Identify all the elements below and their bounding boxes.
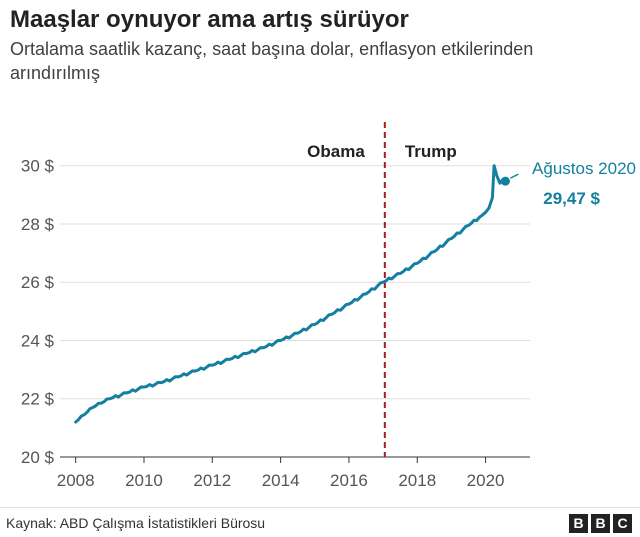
x-axis-ticks: 2008 2010 2012 2014 2016 2018 2020 bbox=[57, 457, 505, 490]
x-tick-label: 2012 bbox=[193, 471, 231, 490]
y-tick-label: 22 $ bbox=[21, 390, 55, 409]
chart-title: Maaşlar oynuyor ama artış sürüyor bbox=[10, 6, 409, 33]
logo-letter: C bbox=[613, 514, 632, 533]
annotation-point bbox=[500, 176, 510, 186]
footer-divider bbox=[0, 507, 640, 508]
y-tick-label: 26 $ bbox=[21, 273, 55, 292]
y-tick-label: 30 $ bbox=[21, 157, 55, 176]
x-tick-label: 2018 bbox=[398, 471, 436, 490]
gridlines bbox=[60, 165, 530, 458]
period-label-trump: Trump bbox=[405, 142, 457, 161]
y-tick-label: 20 $ bbox=[21, 448, 55, 467]
x-tick-label: 2016 bbox=[330, 471, 368, 490]
y-tick-label: 24 $ bbox=[21, 331, 55, 350]
logo-letter: B bbox=[569, 514, 588, 533]
annotation-value: 29,47 $ bbox=[543, 189, 600, 208]
source-note: Kaynak: ABD Çalışma İstatistikleri Büros… bbox=[6, 515, 266, 531]
x-tick-label: 2020 bbox=[467, 471, 505, 490]
x-tick-label: 2010 bbox=[125, 471, 163, 490]
annotation-label: Ağustos 2020 bbox=[532, 159, 636, 178]
series-line-hourly-earnings bbox=[74, 164, 507, 424]
chart-subtitle: Ortalama saatlik kazanç, saat başına dol… bbox=[10, 39, 534, 83]
x-tick-label: 2008 bbox=[57, 471, 95, 490]
bbc-logo: B B C bbox=[569, 514, 632, 533]
logo-letter: B bbox=[591, 514, 610, 533]
annotation-connector bbox=[510, 173, 519, 179]
period-label-obama: Obama bbox=[307, 142, 365, 161]
y-tick-label: 28 $ bbox=[21, 215, 55, 234]
x-tick-label: 2014 bbox=[262, 471, 300, 490]
line-chart: 20 $ 22 $ 24 $ 26 $ 28 $ 30 $ 2008 2010 2012 201… bbox=[21, 122, 636, 490]
y-axis-ticks: 20 $ 22 $ 24 $ 26 $ 28 $ 30 $ bbox=[21, 157, 55, 467]
